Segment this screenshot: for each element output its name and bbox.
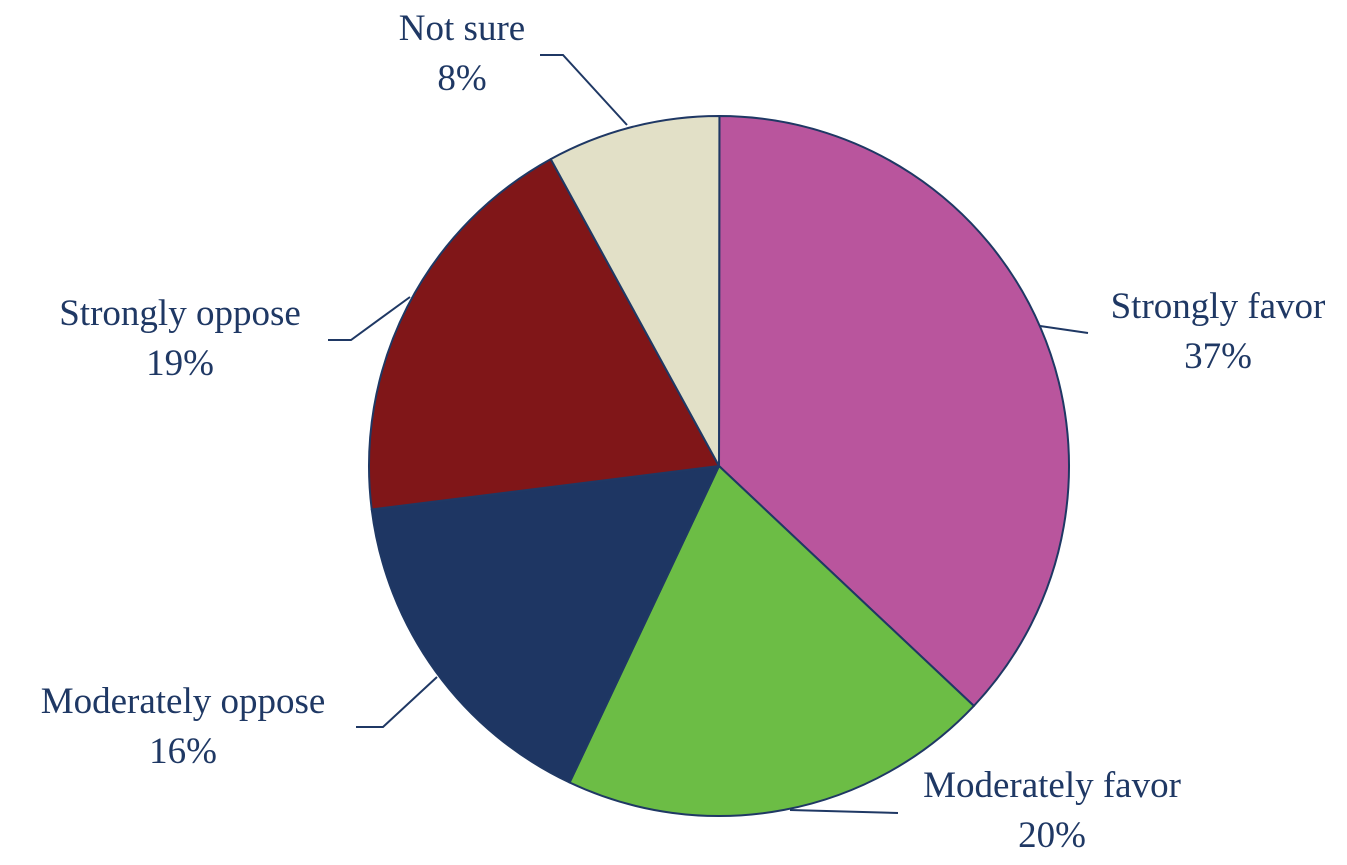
leader-line-strongly-favor <box>1039 325 1089 334</box>
slice-value-moderately-oppose: 16% <box>149 731 217 772</box>
slice-value-strongly-favor: 37% <box>1184 336 1252 377</box>
leader-lines <box>328 54 1089 814</box>
slice-value-not-sure: 8% <box>437 58 486 99</box>
leader-line-moderately-favor <box>789 809 899 814</box>
leader-line-not-sure <box>540 54 628 126</box>
pie-slice-moderately-oppose <box>370 465 720 784</box>
slice-label-moderately-oppose: Moderately oppose <box>41 681 326 722</box>
pie-slice-moderately-favor <box>568 465 975 817</box>
pie-slice-not-sure <box>549 114 721 467</box>
slice-label-not-sure: Not sure <box>399 8 525 49</box>
slice-labels: Strongly favor 37% Moderately favor 20% Mode… <box>41 8 1326 856</box>
slice-label-strongly-favor: Strongly favor <box>1111 286 1326 327</box>
pie-slice-strongly-favor <box>718 115 1070 707</box>
pie-slices <box>368 114 1070 817</box>
pie-slice-strongly-oppose <box>368 158 720 511</box>
slice-label-strongly-oppose: Strongly oppose <box>59 293 301 334</box>
leader-line-moderately-oppose <box>356 676 438 728</box>
slice-value-moderately-favor: 20% <box>1018 815 1086 856</box>
leader-line-strongly-oppose <box>328 296 411 341</box>
slice-label-moderately-favor: Moderately favor <box>923 765 1181 806</box>
slice-value-strongly-oppose: 19% <box>146 343 214 384</box>
